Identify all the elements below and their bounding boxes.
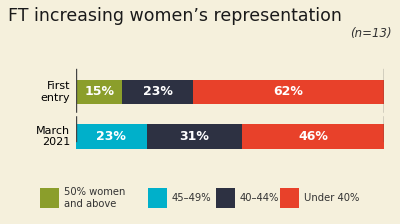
Text: FT increasing women’s representation: FT increasing women’s representation xyxy=(8,7,342,25)
Bar xyxy=(147,124,242,149)
Text: 62%: 62% xyxy=(274,85,304,98)
Text: 46%: 46% xyxy=(298,130,328,143)
Bar xyxy=(122,80,193,104)
Text: 40–44%: 40–44% xyxy=(240,193,279,203)
Text: 45–49%: 45–49% xyxy=(172,193,212,203)
Text: (n=13): (n=13) xyxy=(350,27,392,40)
Bar xyxy=(76,80,122,104)
Text: 23%: 23% xyxy=(96,130,126,143)
Text: 23%: 23% xyxy=(143,85,172,98)
Bar xyxy=(76,124,147,149)
Text: Under 40%: Under 40% xyxy=(304,193,359,203)
Text: 31%: 31% xyxy=(180,130,210,143)
Bar xyxy=(242,124,384,149)
Bar xyxy=(193,80,384,104)
Text: 50% women
and above: 50% women and above xyxy=(64,187,125,209)
Text: 15%: 15% xyxy=(84,85,114,98)
